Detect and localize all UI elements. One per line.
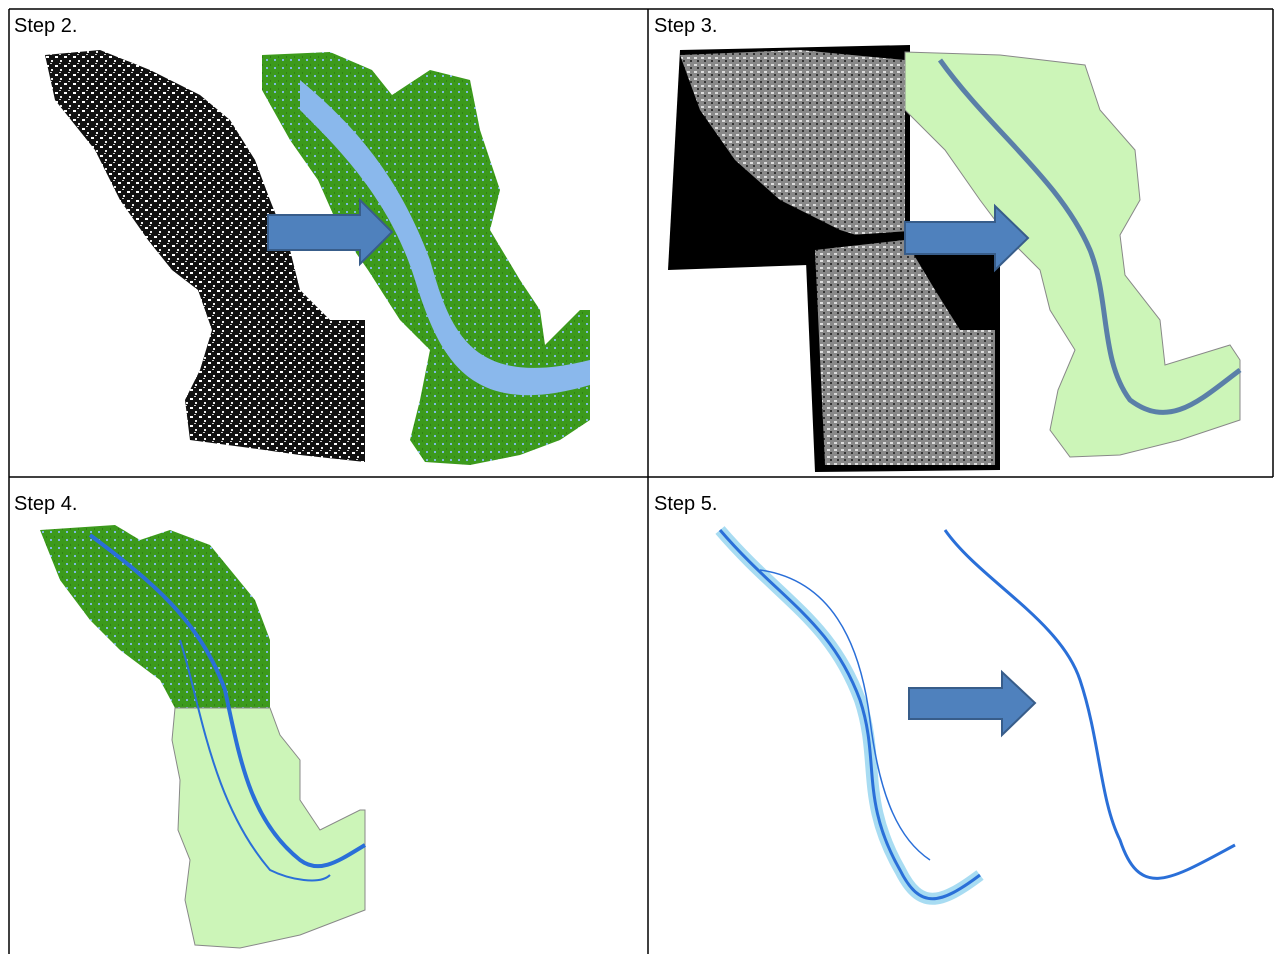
page: Step 2. Step 3. Step 4. Step 5. (() => {…	[0, 0, 1275, 959]
cell-label: Step 4.	[14, 493, 77, 515]
classified-area	[40, 525, 270, 708]
cell-label: Step 2.	[14, 15, 77, 37]
river	[760, 570, 930, 860]
cell-label: Step 3.	[654, 15, 717, 37]
arrow	[909, 672, 1035, 735]
figure-table: Step 2. Step 3. Step 4. Step 5.	[0, 0, 1275, 954]
cell-label: Step 5.	[654, 493, 717, 515]
